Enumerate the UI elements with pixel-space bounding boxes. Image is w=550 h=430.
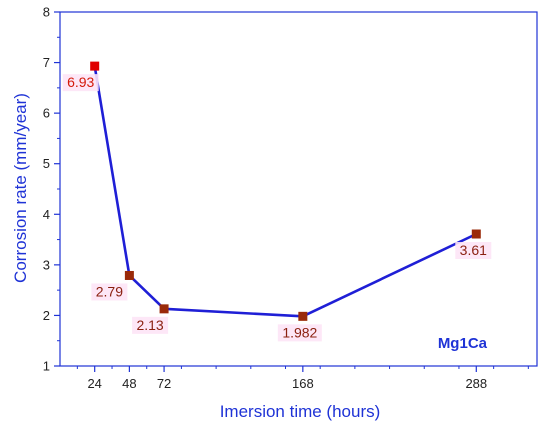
- y-tick-label: 8: [43, 5, 50, 20]
- data-label: 3.61: [460, 242, 487, 258]
- y-tick-label: 4: [43, 207, 50, 222]
- x-tick-label: 288: [465, 376, 487, 391]
- x-axis-ticks: 24 48 72 168 288: [76, 366, 529, 391]
- x-tick-label: 72: [157, 376, 171, 391]
- x-tick-label: 168: [292, 376, 314, 391]
- data-point-marker: [298, 311, 308, 321]
- y-tick-label: 2: [43, 308, 50, 323]
- data-point-marker: [90, 61, 100, 71]
- data-label-bg: [277, 324, 322, 342]
- series-line: [93, 65, 477, 318]
- data-label-bg: [132, 316, 169, 334]
- data-point-marker: [471, 229, 481, 239]
- y-tick-label: 6: [43, 106, 50, 121]
- x-tick-label: 24: [87, 376, 101, 391]
- data-label: 2.13: [136, 317, 163, 333]
- y-axis-ticks: 1 2 3 4 5 6 7 8: [43, 5, 60, 374]
- data-label: 6.93: [67, 74, 94, 90]
- y-tick-label: 1: [43, 359, 50, 374]
- y-tick-label: 3: [43, 257, 50, 272]
- y-tick-label: 5: [43, 156, 50, 171]
- data-point-marker: [124, 270, 134, 280]
- data-point-marker: [159, 304, 169, 314]
- x-tick-label: 48: [122, 376, 136, 391]
- data-label-bg: [62, 74, 99, 92]
- x-axis-title: Imersion time (hours): [220, 402, 381, 421]
- data-label: 1.982: [282, 324, 317, 340]
- data-label-bg: [91, 283, 128, 301]
- series-layer: 6.93 2.79 2.13 1.982 3.61: [62, 61, 492, 342]
- data-label-bg: [455, 242, 492, 260]
- series-name-label: Mg1Ca: [438, 335, 488, 352]
- y-axis-title: Corrosion rate (mm/year): [11, 93, 30, 283]
- data-label: 2.79: [96, 283, 123, 299]
- y-tick-label: 7: [43, 55, 50, 70]
